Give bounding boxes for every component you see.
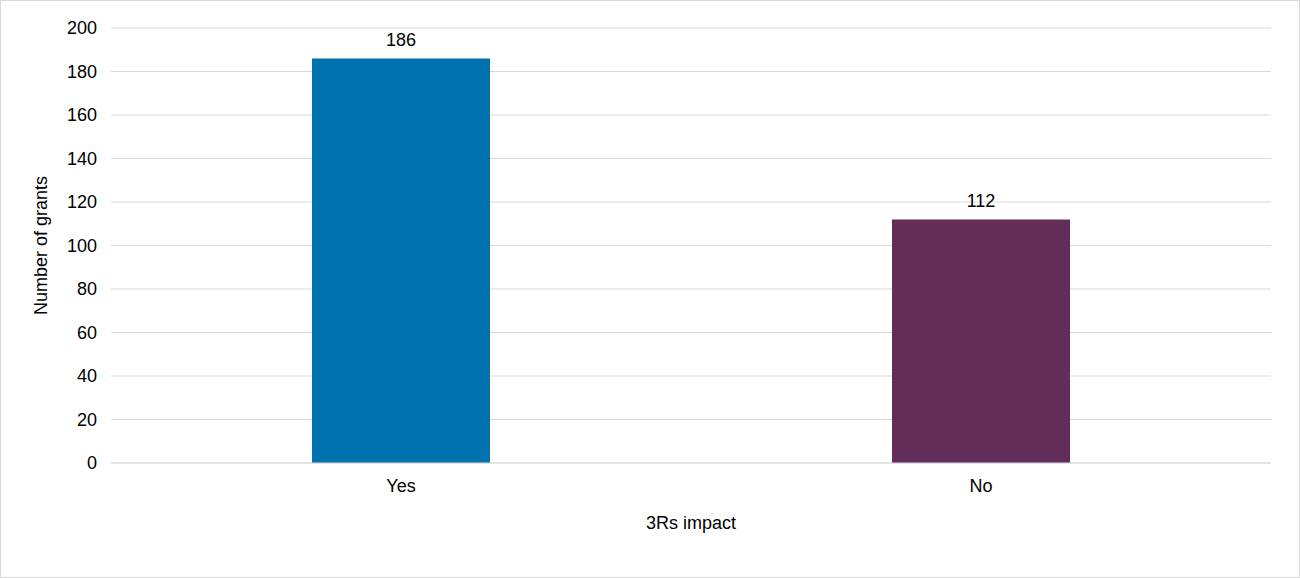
svg-text:186: 186 <box>386 30 416 50</box>
svg-text:Yes: Yes <box>386 476 415 496</box>
svg-text:60: 60 <box>77 323 97 343</box>
svg-text:20: 20 <box>77 410 97 430</box>
svg-text:40: 40 <box>77 366 97 386</box>
svg-text:112: 112 <box>967 191 996 211</box>
svg-text:Number of grants: Number of grants <box>31 176 51 315</box>
svg-text:No: No <box>969 476 992 496</box>
svg-text:140: 140 <box>67 149 97 169</box>
svg-text:160: 160 <box>67 105 97 125</box>
svg-text:3Rs impact: 3Rs impact <box>646 513 736 533</box>
svg-text:180: 180 <box>67 62 97 82</box>
svg-text:100: 100 <box>67 236 97 256</box>
svg-text:0: 0 <box>87 453 97 473</box>
svg-text:120: 120 <box>67 192 97 212</box>
svg-text:80: 80 <box>77 279 97 299</box>
svg-text:200: 200 <box>67 18 97 38</box>
